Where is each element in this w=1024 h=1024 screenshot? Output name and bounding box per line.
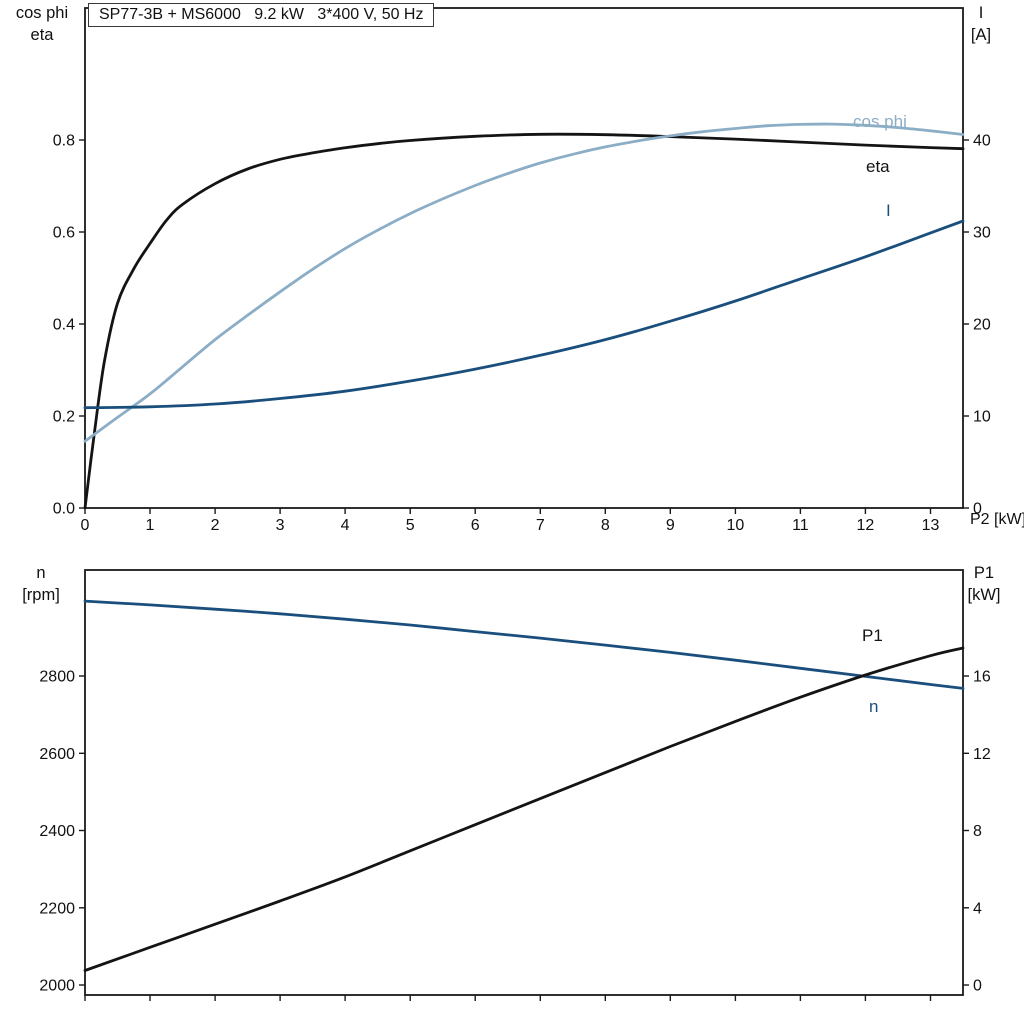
x-tick-label: 11 — [792, 517, 809, 534]
left-tick-label: 2800 — [39, 669, 75, 686]
plot-frame — [84, 7, 964, 509]
x-tick-label: 13 — [922, 517, 940, 534]
curve-eta — [83, 132, 965, 510]
curve-label-p1: P1 — [862, 626, 883, 645]
right-tick-label: 0 — [973, 501, 982, 518]
chart-electrical: 0 1 2 3 4 5 6 7 8 9 10 11 12 130.00.20.40.60.80102030… — [53, 7, 991, 534]
right-tick-label: 0 — [973, 978, 982, 995]
left-tick-label: 2600 — [39, 746, 75, 763]
left-tick-label: 2400 — [39, 823, 75, 840]
x-tick-label: 8 — [601, 517, 610, 534]
left-tick-label: 0.0 — [53, 501, 75, 518]
curve-p1 — [83, 646, 965, 972]
left-tick-label: 0.4 — [53, 317, 75, 334]
curve-label-eta: eta — [866, 157, 890, 176]
axis-title-line: eta — [30, 26, 54, 44]
curve-label-n: n — [869, 697, 878, 716]
x-tick-label: 1 — [146, 517, 155, 534]
axis-title-line: [A] — [970, 26, 992, 44]
left-tick-label: 0.6 — [53, 225, 75, 242]
axis-title-line: I — [978, 4, 984, 22]
x-tick-label: 7 — [536, 517, 545, 534]
axis-title-line: [rpm] — [22, 586, 60, 604]
top-left-axis-title: cos phi eta — [4, 2, 80, 46]
axis-title-line: [kW] — [967, 586, 1001, 604]
curve-label-cos-phi: cos phi — [853, 112, 907, 131]
left-tick-label: 2000 — [39, 978, 75, 995]
left-tick-label: 0.8 — [53, 133, 75, 150]
right-tick-label: 40 — [973, 133, 991, 150]
x-tick-label: 6 — [471, 517, 480, 534]
x-tick-label: 4 — [341, 517, 350, 534]
curve-cos-phi — [83, 122, 965, 443]
x-tick-label: 0 — [81, 517, 90, 534]
curve-n — [83, 599, 965, 690]
curve-current — [83, 219, 965, 410]
x-tick-label: 9 — [666, 517, 675, 534]
chart-speed-power: 2000 2200 2400 2600 2800 0 4 8 12 16 n P1 — [39, 569, 991, 1001]
top-right-axis-title: I [A] — [955, 2, 1007, 46]
plot-frame — [84, 569, 964, 996]
x-axis-title: P2 [kW] — [970, 511, 1024, 528]
right-tick-label: 30 — [973, 225, 991, 242]
bottom-left-axis-title: n [rpm] — [3, 562, 79, 606]
x-tick-label: 5 — [406, 517, 415, 534]
right-tick-label: 12 — [973, 746, 991, 763]
axis-title-line: P1 — [973, 564, 995, 582]
bottom-right-axis-title: P1 [kW] — [954, 562, 1014, 606]
curve-label-current: I — [886, 201, 891, 220]
x-tick-label: 12 — [857, 517, 875, 534]
right-tick-label: 10 — [973, 409, 991, 426]
right-tick-label: 4 — [973, 900, 982, 917]
x-tick-label: 2 — [211, 517, 220, 534]
right-tick-label: 20 — [973, 317, 991, 334]
right-tick-label: 8 — [973, 823, 982, 840]
axis-title-line: cos phi — [15, 4, 69, 22]
left-tick-label: 0.2 — [53, 409, 75, 426]
left-tick-label: 2200 — [39, 900, 75, 917]
axis-title-line: n — [36, 564, 46, 582]
x-tick-label: 3 — [276, 517, 285, 534]
x-tick-label: 10 — [727, 517, 745, 534]
right-tick-label: 16 — [973, 669, 991, 686]
chart-title-box: SP77-3B + MS6000 9.2 kW 3*400 V, 50 Hz — [88, 3, 435, 27]
